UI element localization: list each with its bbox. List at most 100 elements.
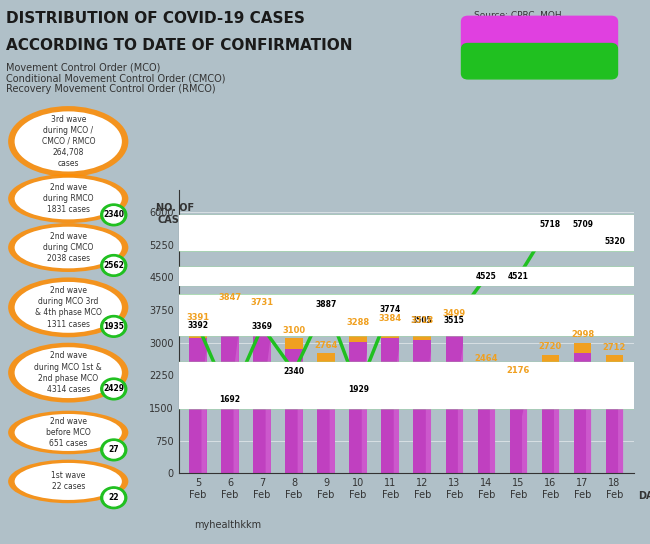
Bar [254,311,271,473]
Text: 3774: 3774 [380,305,401,313]
Text: 2720: 2720 [539,342,562,351]
Text: 2nd wave
during MCO 1st &
2nd phase MCO
4314 cases: 2nd wave during MCO 1st & 2nd phase MCO … [34,351,102,394]
Text: 3499: 3499 [443,308,466,318]
Bar [510,379,527,473]
Text: 5320: 5320 [604,237,625,246]
Circle shape [0,319,650,335]
Bar [382,326,399,338]
Circle shape [0,313,650,329]
Bar [413,329,431,341]
Text: NO. OF
CASES: NO. OF CASES [157,203,194,225]
Text: 2998: 2998 [571,330,594,339]
Bar [413,329,431,473]
Bar [350,330,367,342]
Bar [317,353,335,473]
Circle shape [0,381,650,397]
Text: 2nd wave
during RMCO
1831 cases: 2nd wave during RMCO 1831 cases [43,183,94,214]
Bar [189,326,207,473]
Polygon shape [522,393,527,473]
Text: Recovery Movement Control Order (RMCO): Recovery Movement Control Order (RMCO) [6,84,216,94]
Bar [350,330,367,473]
Text: 2340: 2340 [283,367,305,376]
Text: 3731: 3731 [250,299,274,307]
Text: DATE: DATE [638,491,650,501]
Circle shape [0,269,650,284]
Text: 3369: 3369 [252,322,272,331]
Text: 1st wave
22 cases: 1st wave 22 cases [51,472,85,491]
Circle shape [0,217,650,233]
Text: 3288: 3288 [346,318,370,327]
Text: 3515: 3515 [444,316,465,325]
Text: 2429: 2429 [103,385,124,393]
Bar [510,379,527,386]
Text: 3318: 3318 [411,317,434,325]
Bar [606,355,623,364]
Text: 2nd wave
during MCO 3rd
& 4th phase MCO
1311 cases: 2nd wave during MCO 3rd & 4th phase MCO … [35,286,101,329]
Text: myhealthkkm: myhealthkkm [194,520,261,530]
Polygon shape [233,331,239,473]
Text: 2176: 2176 [507,366,530,375]
Text: 3392: 3392 [187,321,209,330]
Bar [285,338,303,473]
Bar [221,306,239,319]
Text: 2712: 2712 [603,343,626,352]
Bar [478,366,495,473]
Text: 22: 22 [109,493,119,502]
Text: Discharged: Discharged [474,57,545,66]
Bar [574,343,592,473]
Polygon shape [361,351,367,473]
Text: 5709: 5709 [572,220,593,230]
Polygon shape [426,350,431,473]
Text: 3384: 3384 [379,313,402,323]
Bar [189,326,207,337]
Bar [574,343,592,353]
Bar [254,311,271,324]
Circle shape [0,318,650,333]
Bar [445,321,463,333]
Circle shape [0,269,650,285]
Text: 3505: 3505 [412,316,433,325]
Polygon shape [554,373,559,473]
Text: 1692: 1692 [220,395,240,404]
Bar [445,321,463,473]
Bar [541,355,559,364]
Polygon shape [202,348,207,473]
Text: 2nd wave
during CMCO
2038 cases: 2nd wave during CMCO 2038 cases [43,232,94,263]
Text: 3100: 3100 [283,326,306,335]
Text: 3847: 3847 [218,293,242,302]
Text: 2562: 2562 [103,261,124,270]
Bar [317,353,335,363]
Text: 3391: 3391 [187,313,209,322]
Circle shape [0,234,650,250]
Polygon shape [394,348,399,473]
Text: Source: CPRC, MOH: Source: CPRC, MOH [474,11,562,20]
Text: DISTRIBUTION OF COVID-19 CASES: DISTRIBUTION OF COVID-19 CASES [6,11,306,26]
Circle shape [0,301,650,317]
Polygon shape [458,344,463,473]
Bar [606,355,623,473]
Text: ACCORDING TO DATE OF CONFIRMATION: ACCORDING TO DATE OF CONFIRMATION [6,38,353,53]
Text: 3rd wave
during MCO /
CMCO / RMCO
264,708
cases: 3rd wave during MCO / CMCO / RMCO 264,70… [42,115,95,168]
Text: 4521: 4521 [508,272,529,281]
Text: 4525: 4525 [476,272,497,281]
Circle shape [0,217,650,232]
Text: 2340: 2340 [103,211,124,219]
Text: New Cases: New Cases [474,29,541,39]
Text: 2464: 2464 [474,354,498,362]
Text: 5718: 5718 [540,220,561,229]
Circle shape [0,363,650,379]
Text: 1929: 1929 [348,385,369,394]
Text: Movement Control Order (MCO): Movement Control Order (MCO) [6,63,161,72]
Text: 1935: 1935 [103,322,124,331]
Text: 3887: 3887 [315,300,337,308]
Text: 2nd wave
before MCO
651 cases: 2nd wave before MCO 651 cases [46,417,90,448]
Polygon shape [298,358,303,473]
Polygon shape [266,335,271,473]
Circle shape [0,392,650,407]
Polygon shape [586,362,592,473]
Polygon shape [490,382,495,473]
Bar [221,306,239,473]
Circle shape [0,296,650,312]
Bar [478,366,495,375]
Bar [285,338,303,349]
